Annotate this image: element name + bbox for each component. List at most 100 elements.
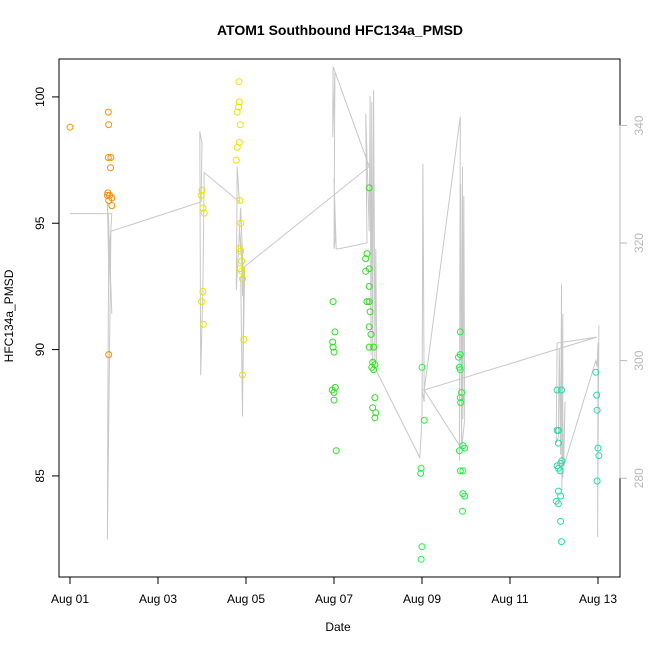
data-point-s4-19 <box>594 444 602 452</box>
data-point-s2-16 <box>363 298 371 306</box>
data-point-s1-6 <box>199 320 207 328</box>
y-tick-label: 90 <box>33 343 47 357</box>
data-point-s4-0 <box>553 386 561 394</box>
x-tick-label: Aug 05 <box>227 592 265 606</box>
secondary-line-layer <box>70 66 600 540</box>
data-point-s1-10 <box>233 108 241 116</box>
data-point-s1-22 <box>239 275 246 283</box>
data-point-s3-2 <box>417 464 425 472</box>
x-tick-label: Aug 11 <box>491 592 528 606</box>
data-point-s4-18 <box>593 406 601 414</box>
data-point-s2-15 <box>365 282 373 290</box>
y-tick-label: 95 <box>33 216 47 230</box>
data-point-s2-28 <box>369 404 377 412</box>
x-tick-label: Aug 03 <box>139 592 177 606</box>
data-point-s2-12 <box>362 255 370 263</box>
data-point-s2-19 <box>365 323 373 331</box>
data-point-s1-21 <box>238 267 246 275</box>
data-point-s2-9 <box>332 447 340 455</box>
data-point-s0-12 <box>105 351 113 359</box>
y2-tick-label: 280 <box>632 468 646 488</box>
data-point-s1-18 <box>237 247 245 255</box>
secondary-series-line <box>70 66 600 540</box>
data-point-s2-7 <box>331 384 339 391</box>
data-point-s3-6 <box>456 328 464 336</box>
data-point-s1-2 <box>199 204 207 212</box>
axes-layer: Aug 01 Aug 03 Aug 05 Aug 07 Aug 09 Aug 11 Aug … <box>33 87 646 606</box>
data-point-s2-14 <box>362 267 370 275</box>
data-point-s1-14 <box>232 156 240 164</box>
data-point-s2-0 <box>329 298 337 306</box>
data-point-s3-13 <box>457 399 465 407</box>
data-point-s3-17 <box>459 467 467 475</box>
data-point-s2-18 <box>366 308 374 316</box>
x-tick-label: Aug 01 <box>51 592 89 606</box>
data-point-s2-29 <box>372 409 380 417</box>
data-point-s2-10 <box>365 184 373 192</box>
data-point-s2-25 <box>371 361 379 369</box>
data-point-s0-4 <box>107 154 115 161</box>
data-point-s4-14 <box>557 517 565 525</box>
data-point-s3-3 <box>417 469 425 477</box>
data-point-s0-10 <box>105 197 113 204</box>
points-layer <box>66 78 603 563</box>
data-point-s3-21 <box>459 507 466 515</box>
data-point-s3-16 <box>455 447 463 455</box>
data-point-s1-0 <box>198 186 206 194</box>
data-point-s2-24 <box>370 343 378 351</box>
y-tick-label: 100 <box>33 87 47 107</box>
data-point-s1-9 <box>235 103 242 111</box>
data-point-s4-15 <box>558 538 565 546</box>
data-point-s3-0 <box>418 363 426 371</box>
data-point-s1-4 <box>199 288 207 295</box>
data-point-s2-21 <box>365 343 373 351</box>
data-point-s4-17 <box>593 391 601 399</box>
chart-title: ATOM1 Southbound HFC134a_PMSD <box>217 22 463 38</box>
y2-tick-label: 320 <box>632 233 646 253</box>
x-tick-label: Aug 09 <box>403 592 441 606</box>
data-point-s4-20 <box>595 452 603 460</box>
data-point-s2-17 <box>365 298 373 306</box>
x-tick-label: Aug 13 <box>579 592 617 606</box>
data-point-s2-30 <box>371 414 379 422</box>
data-point-s3-18 <box>456 467 464 475</box>
data-point-s1-19 <box>238 257 246 265</box>
data-point-s2-20 <box>367 330 375 338</box>
data-point-s1-15 <box>236 197 244 204</box>
data-point-s4-4 <box>554 439 562 447</box>
data-point-s3-4 <box>418 543 426 551</box>
y-axis-label: HFC134a_PMSD <box>2 269 16 362</box>
data-point-s2-8 <box>330 396 338 404</box>
data-point-s1-8 <box>235 98 243 106</box>
x-axis-label: Date <box>325 620 351 634</box>
data-point-s1-1 <box>197 191 205 199</box>
data-point-s1-13 <box>233 143 241 151</box>
data-point-s3-10 <box>456 366 464 374</box>
data-point-s1-7 <box>235 78 243 86</box>
data-point-s4-21 <box>593 477 601 485</box>
data-point-s1-5 <box>198 298 206 306</box>
y2-tick-label: 340 <box>632 115 646 135</box>
data-point-s3-20 <box>461 492 469 500</box>
data-point-s0-1 <box>104 108 112 116</box>
data-point-s0-11 <box>108 202 116 210</box>
data-point-s3-1 <box>420 416 428 424</box>
data-point-s1-24 <box>239 371 246 379</box>
data-point-s4-3 <box>554 426 562 434</box>
data-point-s2-2 <box>329 338 337 346</box>
data-point-s4-9 <box>556 467 564 475</box>
data-point-s3-12 <box>456 394 464 402</box>
data-point-s2-6 <box>330 389 338 396</box>
plot-frame <box>58 58 621 578</box>
data-point-s0-5 <box>107 164 114 172</box>
data-point-s3-8 <box>456 351 464 359</box>
data-point-s0-2 <box>105 121 113 129</box>
data-point-s3-5 <box>417 555 425 563</box>
data-point-s4-11 <box>557 492 565 500</box>
data-point-s2-11 <box>363 250 371 258</box>
data-point-s2-27 <box>371 394 379 402</box>
data-point-s4-13 <box>554 500 562 508</box>
data-point-s4-1 <box>558 386 565 394</box>
y-tick-label: 85 <box>33 469 47 483</box>
